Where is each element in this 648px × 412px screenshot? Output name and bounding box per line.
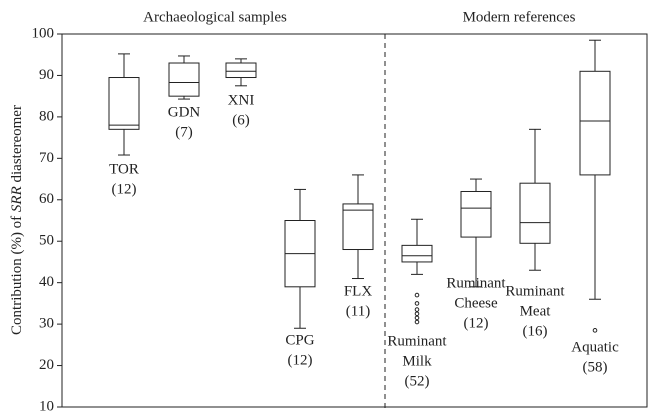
box	[342, 203, 374, 251]
y-tick-label: 80	[39, 108, 54, 124]
y-axis-label-part: SRR	[9, 186, 25, 212]
group-title: Modern references	[463, 9, 576, 25]
outlier	[414, 315, 420, 321]
box-label: (58)	[583, 359, 608, 375]
y-tick-label: 90	[39, 67, 54, 83]
y-tick-label: 60	[39, 191, 54, 207]
y-axis-label-part: diastereomer	[9, 105, 25, 186]
box-label: Ruminant	[387, 333, 447, 349]
box-label: XNI	[228, 92, 255, 108]
y-tick-label: 70	[39, 150, 54, 166]
box-label: (52)	[405, 373, 430, 389]
box	[225, 62, 257, 79]
box-label: Aquatic	[571, 339, 619, 355]
box-label: Meat	[520, 303, 552, 319]
box	[108, 77, 140, 130]
group-title: Archaeological samples	[143, 9, 287, 25]
y-tick-label: 10	[39, 398, 54, 412]
box-label: (7)	[175, 124, 193, 140]
outlier	[414, 307, 420, 312]
box	[168, 62, 200, 97]
outlier	[414, 311, 420, 317]
plot-frame	[61, 33, 648, 408]
y-tick-label: 50	[39, 233, 54, 249]
box	[519, 182, 551, 244]
box-label: (16)	[523, 323, 548, 339]
box-label: FLX	[344, 283, 373, 299]
y-tick-label: 40	[39, 274, 54, 290]
y-axis-label: Contribution (%) of SRR diastereomer	[9, 105, 25, 335]
box-label: CPG	[285, 332, 314, 348]
y-tick-label: 20	[39, 357, 54, 373]
box-label: GDN	[168, 104, 201, 120]
outlier	[592, 328, 598, 333]
box-label: (12)	[288, 352, 313, 368]
box-label: Cheese	[454, 295, 498, 311]
box-label: (11)	[346, 303, 370, 319]
box-label: Ruminant	[505, 283, 565, 299]
y-axis-label-part: Contribution (%) of	[9, 212, 25, 335]
y-tick-label: 100	[32, 25, 55, 41]
outlier	[414, 292, 420, 298]
outlier	[414, 301, 420, 306]
box	[401, 244, 433, 263]
box-label: (12)	[112, 181, 137, 197]
box-label: Ruminant	[446, 275, 506, 291]
box-label: TOR	[109, 161, 139, 177]
box-label: (12)	[464, 315, 489, 331]
box	[460, 190, 492, 238]
box-label: (6)	[232, 112, 250, 128]
box	[579, 70, 611, 176]
box-label: Milk	[402, 353, 432, 369]
y-tick-label: 30	[39, 316, 54, 332]
outlier	[414, 319, 420, 325]
